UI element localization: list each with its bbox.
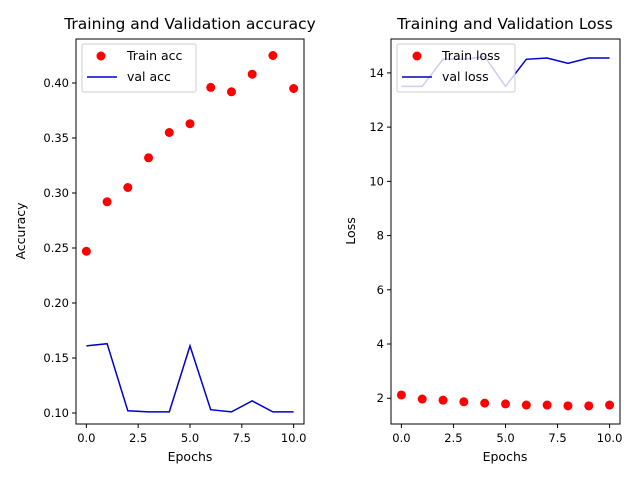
x-tick-label: 0.0 — [77, 431, 95, 445]
y-tick-label: 12 — [369, 120, 384, 134]
data-point-train-loss — [417, 394, 427, 404]
data-point-train-loss — [605, 400, 615, 410]
data-point-train-acc — [185, 119, 195, 129]
loss-chart: Training and Validation Loss 0.0 2.5 5.0 7.… — [343, 15, 622, 464]
legend-label-train: Train acc — [126, 48, 182, 63]
y-tick-label: 0.30 — [43, 186, 69, 200]
y-tick-label: 8 — [377, 229, 384, 243]
x-tick-label: 10.0 — [597, 431, 623, 445]
y-tick-label: 0.15 — [43, 351, 69, 365]
y-tick-label: 0.40 — [43, 76, 69, 90]
y-tick-label: 6 — [377, 283, 384, 297]
legend-label-train: Train loss — [441, 48, 500, 63]
data-point-train-acc — [81, 246, 91, 256]
data-point-train-acc — [247, 69, 257, 79]
data-point-train-acc — [164, 128, 174, 137]
x-tick-label: 2.5 — [444, 431, 462, 445]
x-axis-label: Epochs — [483, 449, 528, 464]
y-axis-ticks: 0.10 0.15 0.20 0.25 0.30 0.35 0.40 — [43, 76, 76, 420]
data-point-train-loss — [480, 398, 490, 408]
legend-label-val: val acc — [127, 69, 171, 84]
data-point-train-acc — [289, 84, 299, 93]
y-tick-label: 0.10 — [43, 406, 69, 420]
data-point-train-acc — [144, 153, 154, 163]
x-tick-label: 5.0 — [496, 431, 514, 445]
x-axis-ticks: 0.0 2.5 5.0 7.5 10.0 — [392, 424, 622, 445]
x-tick-label: 7.5 — [233, 431, 251, 445]
y-tick-label: 10 — [369, 174, 384, 188]
y-tick-label: 0.25 — [43, 241, 69, 255]
data-point-train-loss — [396, 390, 406, 400]
x-tick-label: 0.0 — [392, 431, 410, 445]
y-axis-label: Loss — [343, 217, 358, 244]
data-point-train-loss — [584, 401, 594, 411]
data-point-train-acc — [102, 197, 112, 207]
legend-marker-train — [96, 51, 106, 61]
legend: Train acc val acc — [81, 43, 197, 93]
y-tick-label: 14 — [369, 66, 384, 80]
legend-box — [81, 43, 197, 93]
accuracy-chart: Training and Validation accuracy 0.0 2.5 5… — [13, 15, 316, 464]
data-point-train-loss — [501, 399, 510, 409]
data-point-train-acc — [226, 87, 236, 97]
data-point-train-acc — [206, 82, 216, 92]
data-point-train-acc — [123, 183, 133, 192]
y-tick-label: 2 — [377, 391, 384, 405]
y-axis-ticks: 2 4 6 8 10 12 14 — [369, 66, 391, 405]
y-tick-label: 4 — [377, 337, 384, 351]
x-tick-label: 5.0 — [181, 431, 199, 445]
legend: Train loss val loss — [396, 43, 516, 93]
data-point-train-acc — [268, 51, 278, 60]
legend-label-val: val loss — [442, 69, 489, 84]
legend-box — [396, 43, 516, 93]
y-tick-label: 0.20 — [43, 296, 69, 310]
data-point-train-loss — [438, 395, 448, 405]
data-point-train-loss — [563, 401, 573, 411]
chart-title: Training and Validation Loss — [396, 15, 613, 33]
x-axis-ticks: 0.0 2.5 5.0 7.5 10.0 — [77, 424, 306, 445]
data-marks — [81, 51, 299, 413]
legend-marker-train — [412, 51, 422, 61]
data-point-train-loss — [459, 397, 469, 407]
x-tick-label: 2.5 — [129, 431, 147, 445]
y-tick-label: 0.35 — [43, 131, 69, 145]
data-point-train-loss — [542, 400, 552, 410]
series-line-val-acc — [86, 342, 294, 413]
x-axis-label: Epochs — [168, 449, 213, 464]
data-point-train-loss — [521, 400, 531, 410]
x-tick-label: 10.0 — [281, 431, 307, 445]
y-axis-label: Accuracy — [13, 202, 28, 260]
x-tick-label: 7.5 — [548, 431, 566, 445]
chart-title: Training and Validation accuracy — [63, 15, 316, 33]
